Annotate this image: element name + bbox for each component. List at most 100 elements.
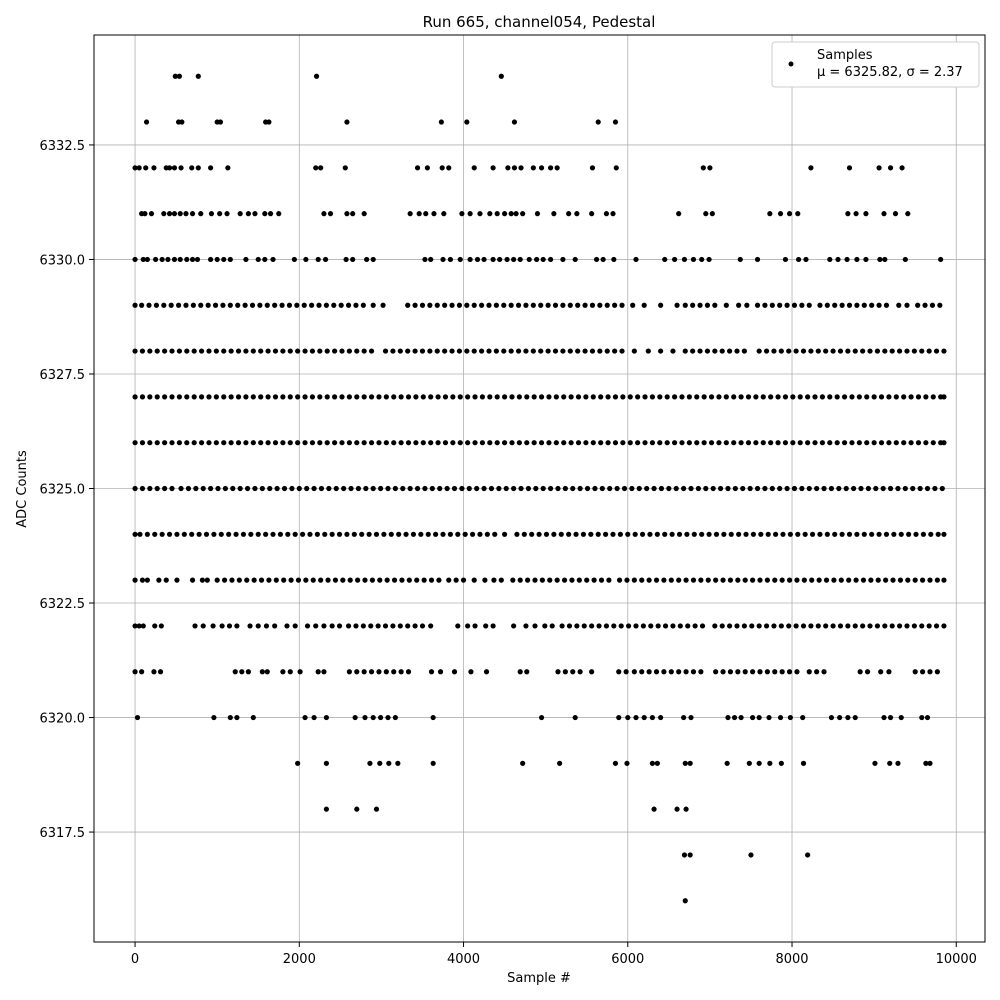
- data-point: [228, 440, 234, 446]
- data-point: [213, 348, 219, 354]
- data-point: [923, 760, 929, 766]
- data-point: [600, 256, 606, 263]
- data-point: [803, 256, 809, 263]
- data-point: [791, 302, 798, 308]
- data-point: [267, 211, 274, 217]
- data-point: [405, 623, 411, 629]
- data-point: [386, 760, 392, 766]
- data-point: [412, 623, 418, 629]
- data-point: [191, 348, 197, 354]
- data-point: [295, 760, 301, 766]
- data-point: [744, 302, 750, 308]
- data-point: [287, 669, 293, 675]
- data-point: [496, 485, 502, 492]
- data-point: [841, 394, 848, 400]
- data-point: [598, 440, 604, 446]
- data-point: [577, 669, 583, 675]
- data-point: [727, 623, 733, 629]
- data-point: [277, 531, 284, 537]
- data-point: [354, 806, 360, 812]
- data-point: [354, 394, 360, 400]
- data-point: [444, 485, 450, 492]
- data-point: [391, 669, 397, 675]
- data-point: [532, 623, 538, 629]
- data-point: [603, 211, 610, 217]
- data-point: [327, 211, 334, 217]
- data-point: [304, 623, 311, 629]
- data-point: [661, 669, 667, 675]
- data-point: [139, 348, 146, 354]
- data-point: [794, 669, 800, 675]
- data-point: [524, 577, 531, 583]
- data-point: [375, 623, 381, 629]
- data-point: [176, 440, 183, 446]
- data-point: [400, 485, 406, 492]
- data-point: [878, 440, 885, 446]
- data-point: [736, 302, 742, 308]
- data-point: [616, 714, 622, 721]
- data-point: [258, 394, 264, 400]
- data-point: [690, 577, 697, 583]
- data-point: [697, 348, 703, 354]
- data-point: [430, 714, 436, 721]
- data-point: [910, 485, 916, 492]
- data-point: [323, 714, 329, 721]
- data-point: [332, 348, 338, 354]
- data-point: [176, 394, 183, 400]
- data-point: [309, 302, 315, 308]
- data-point: [361, 440, 367, 446]
- data-point: [352, 714, 358, 721]
- data-point: [865, 485, 871, 492]
- data-point: [177, 211, 183, 217]
- data-point: [703, 211, 709, 217]
- data-point: [768, 394, 774, 400]
- data-point: [428, 623, 434, 629]
- data-point: [391, 577, 398, 583]
- data-point: [457, 256, 463, 263]
- data-point: [132, 485, 138, 492]
- data-point: [266, 119, 272, 125]
- data-point: [511, 165, 518, 171]
- data-point: [451, 669, 458, 675]
- data-point: [575, 348, 581, 354]
- data-point: [612, 760, 619, 766]
- data-point: [421, 577, 427, 583]
- data-point: [933, 348, 940, 354]
- data-point: [517, 256, 523, 263]
- data-point: [754, 302, 761, 308]
- data-point: [236, 577, 242, 583]
- data-point: [354, 669, 360, 675]
- data-point: [147, 394, 153, 400]
- data-point: [893, 394, 899, 400]
- data-point: [144, 531, 150, 537]
- data-point: [878, 669, 884, 675]
- data-point: [627, 394, 633, 400]
- data-point: [664, 440, 670, 446]
- data-point: [273, 577, 279, 583]
- data-point: [193, 485, 199, 492]
- data-point: [835, 256, 841, 263]
- x-axis-ticks: 0 2000 4000 6000 8000 10000: [131, 942, 977, 967]
- data-point: [381, 531, 387, 537]
- data-point: [313, 73, 320, 79]
- data-point: [361, 348, 367, 354]
- data-point: [905, 577, 911, 583]
- data-point: [719, 348, 725, 354]
- data-point: [654, 760, 660, 766]
- data-point: [391, 440, 397, 446]
- data-point: [198, 211, 204, 217]
- data-point: [686, 440, 692, 446]
- data-point: [753, 440, 759, 446]
- data-point: [440, 256, 446, 263]
- data-point: [543, 531, 550, 537]
- data-point: [582, 348, 588, 354]
- data-point: [720, 577, 726, 583]
- data-point: [800, 760, 807, 766]
- data-point: [344, 531, 350, 537]
- data-point: [915, 394, 922, 400]
- data-point: [676, 211, 682, 217]
- data-point: [538, 440, 545, 446]
- data-point: [621, 485, 628, 492]
- data-point: [147, 348, 153, 354]
- data-point: [343, 256, 349, 263]
